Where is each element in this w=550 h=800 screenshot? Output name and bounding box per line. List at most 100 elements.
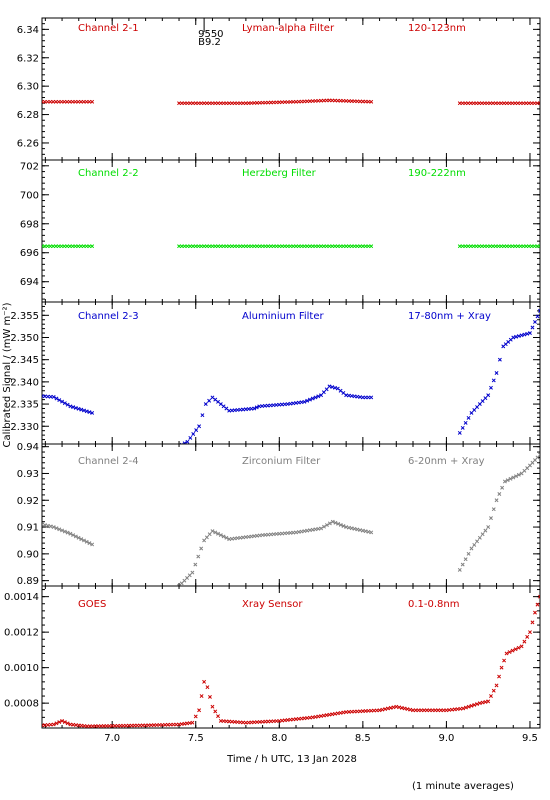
y-tick-label: 6.26 [17,138,39,149]
data-point [321,713,326,718]
x-tick-label: 9.5 [522,733,538,744]
data-point [307,528,312,533]
panel-filter-label: Lyman-alpha Filter [242,23,335,34]
data-point [210,529,215,534]
data-point [42,522,44,527]
data-point [341,710,346,715]
data-point [344,525,349,530]
data-point [377,708,382,713]
y-tick-label: 2.350 [10,333,39,344]
panel-filter-label: Aluminium Filter [242,311,325,322]
data-point [522,332,527,337]
data-point [68,531,73,536]
data-point [51,722,56,727]
panel-filter-label: Herzberg Filter [242,168,317,179]
data-point [513,647,518,652]
data-point [535,314,540,319]
data-point [310,715,315,720]
data-point [90,99,95,104]
chart-panels: 6.26 6.28 6.30 6.32 6.34 Channel 2-1 Lyman-alp… [4,17,541,729]
y-tick-label: 0.92 [17,496,39,507]
data-point [525,466,530,471]
data-point [538,594,540,599]
data-point [82,408,86,413]
data-point [54,396,59,401]
data-point [363,529,368,534]
y-tick-label: 0.94 [17,442,39,453]
data-point [302,399,307,404]
data-point [60,399,65,404]
data-point [507,650,512,654]
data-point [196,554,201,559]
data-point [65,530,70,535]
event-marker-class: B9.2 [198,37,221,48]
data-point [199,694,204,699]
data-point [316,394,321,399]
data-point [489,694,493,699]
data-point [514,334,519,339]
data-point [497,674,502,679]
data-point [210,704,215,709]
data-point [213,530,218,535]
data-point [327,384,332,389]
data-point [369,99,374,104]
data-point [179,581,184,586]
data-point [533,320,537,324]
x-tick-label: 7.0 [104,733,120,744]
data-point [313,527,318,532]
data-point [324,713,329,718]
data-point [76,535,81,540]
data-point [193,562,198,567]
x-tick-label: 8.5 [355,733,371,744]
data-point [480,700,485,705]
data-point [483,396,488,401]
x-tick-label: 8.0 [271,733,287,744]
data-point [349,526,354,531]
data-point [324,387,329,392]
data-point [185,439,190,444]
data-point [499,665,504,670]
data-point [182,578,187,583]
y-tick-label: 6.32 [17,53,39,64]
data-point [333,711,337,716]
data-point [360,528,365,533]
data-point [68,404,73,409]
data-point [191,432,196,436]
data-point [216,531,220,536]
data-point [57,720,62,725]
data-point [494,498,499,503]
data-point [477,701,482,706]
data-point [333,385,337,390]
data-point [522,468,527,473]
data-point [177,584,181,586]
data-point [60,528,65,533]
data-point [207,532,212,537]
data-point [494,371,499,375]
y-tick-label: 0.90 [17,549,39,560]
data-point [330,385,335,390]
data-point [486,699,491,704]
data-point [45,523,50,528]
data-point [388,705,393,710]
data-point [299,529,304,534]
data-point [510,648,515,653]
x-tick-label: 7.5 [188,733,204,744]
data-point [505,478,510,483]
data-point [87,410,92,415]
data-point [76,406,81,411]
data-point [469,546,474,551]
data-point [187,573,192,578]
data-point [530,620,535,625]
data-point [73,534,78,539]
data-point [194,428,199,433]
data-point [193,714,198,719]
data-point [54,721,59,726]
data-point [383,707,388,712]
data-point [461,706,466,711]
y-tick-label: 2.335 [10,400,39,411]
data-point [469,410,474,415]
data-point [528,331,532,336]
data-point [71,533,76,538]
x-axis-title: Time / h UTC, 13 Jan 2028 [226,754,357,765]
